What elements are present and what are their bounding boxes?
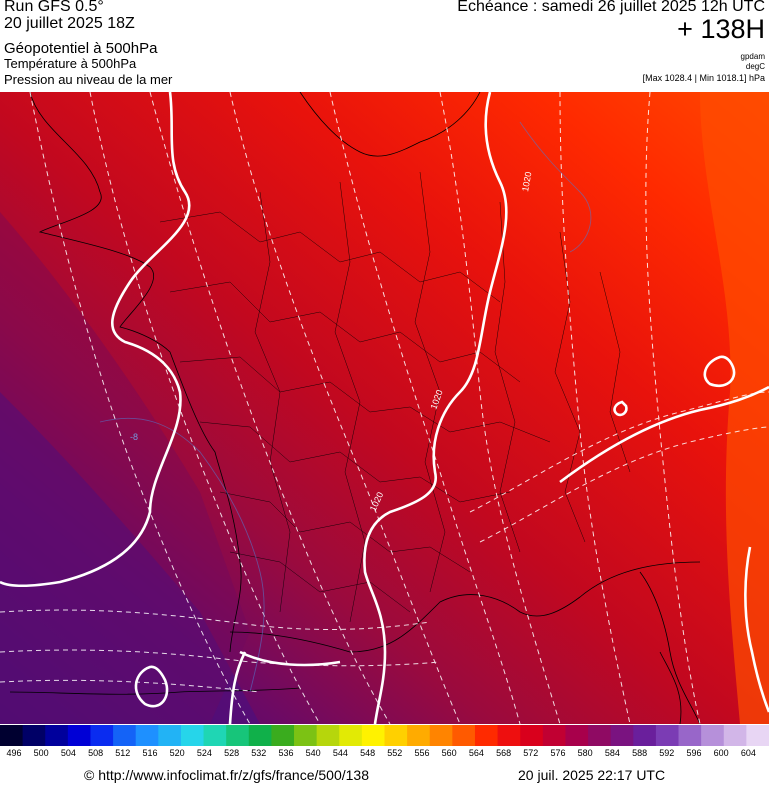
run-date: 20 juillet 2025 18Z (4, 15, 135, 32)
legend-swatch (248, 725, 272, 746)
legend-swatch (45, 725, 69, 746)
legend-swatch (316, 725, 340, 746)
legend-swatch (429, 725, 453, 746)
legend-swatch (542, 725, 566, 746)
legend-swatch (701, 725, 725, 746)
legend-swatch (361, 725, 385, 746)
legend-swatch (113, 725, 137, 746)
legend-swatch (497, 725, 521, 746)
legend-label: 592 (659, 748, 675, 758)
legend-label: 500 (33, 748, 49, 758)
legend-label: 536 (278, 748, 294, 758)
parameter-geopotential: Géopotentiel à 500hPa (4, 40, 158, 57)
weather-map: 1020 1020 1020 -8 (0, 92, 769, 724)
forecast-hours: + 138H (677, 14, 765, 44)
legend-label: 524 (196, 748, 212, 758)
legend-swatch (203, 725, 227, 746)
legend-swatch (384, 725, 408, 746)
coastlines (9, 92, 701, 724)
legend-label: 504 (60, 748, 76, 758)
legend-label: 572 (523, 748, 539, 758)
legend-swatch (135, 725, 159, 746)
unit-temperature: degC (745, 62, 765, 71)
legend-swatch (339, 725, 363, 746)
legend-swatch (158, 725, 182, 746)
legend-label: 560 (441, 748, 457, 758)
forecast-valid-time: Echéance : samedi 26 juillet 2025 12h UT… (457, 0, 765, 15)
legend-swatch (746, 725, 769, 746)
legend-label: 548 (360, 748, 376, 758)
legend-label: 556 (414, 748, 430, 758)
legend-swatch (565, 725, 589, 746)
legend-swatch (520, 725, 544, 746)
legend-swatch (452, 725, 476, 746)
legend-label: 600 (713, 748, 729, 758)
parameter-temperature: Température à 500hPa (4, 56, 137, 71)
legend-label: 540 (305, 748, 321, 758)
legend-label: 508 (88, 748, 104, 758)
geopotential-band-west (0, 212, 250, 724)
legend-swatch (723, 725, 747, 746)
legend-swatch (610, 725, 634, 746)
run-title: Run GFS 0.5° (4, 0, 104, 15)
legend-label: 496 (6, 748, 22, 758)
legend-swatch (271, 725, 295, 746)
legend-label: 596 (686, 748, 702, 758)
unit-geopotential: gpdam (740, 52, 765, 61)
geopotential-band-southwest (0, 392, 260, 724)
legend-swatch (67, 725, 91, 746)
legend-label: 568 (496, 748, 512, 758)
legend-label: 584 (604, 748, 620, 758)
temperature-isotherms (0, 92, 769, 724)
legend-swatch (474, 725, 499, 746)
legend-swatch (407, 725, 431, 746)
legend-swatch (588, 725, 612, 746)
color-scale-legend (0, 725, 769, 746)
legend-label: 544 (332, 748, 348, 758)
isobar-label-1020-north: 1020 (520, 171, 533, 192)
legend-label: 576 (550, 748, 566, 758)
generation-timestamp: 20 juil. 2025 22:17 UTC (518, 767, 666, 783)
legend-swatch (226, 725, 250, 746)
legend-swatch (678, 725, 702, 746)
legend-label: 532 (251, 748, 267, 758)
legend-swatch (180, 725, 205, 746)
legend-swatch (294, 725, 318, 746)
legend-label: 580 (577, 748, 593, 758)
legend-swatch (655, 725, 680, 746)
geopotential-band-east (700, 92, 769, 724)
legend-label: 516 (142, 748, 158, 758)
legend-label: 552 (387, 748, 403, 758)
legend-label: 588 (632, 748, 648, 758)
temperature-label: -8 (130, 432, 138, 442)
copyright-url: © http://www.infoclimat.fr/z/gfs/france/… (84, 767, 369, 783)
legend-label: 512 (115, 748, 131, 758)
legend-label: 564 (468, 748, 484, 758)
legend-swatch (633, 725, 657, 746)
legend-swatch (22, 725, 46, 746)
legend-label: 528 (224, 748, 240, 758)
legend-swatch (90, 725, 114, 746)
color-scale-labels: 496 500 504 508 512 516 520 524 528 532 536 540 544 5… (0, 748, 769, 762)
legend-label: 520 (169, 748, 185, 758)
parameter-pressure: Pression au niveau de la mer (4, 72, 173, 87)
pressure-max-min: [Max 1028.4 | Min 1018.1] hPa (642, 73, 765, 83)
isobars (0, 92, 769, 724)
legend-label: 604 (740, 748, 756, 758)
temperature-isotherms-blue (99, 121, 592, 693)
legend-swatch (0, 725, 24, 746)
